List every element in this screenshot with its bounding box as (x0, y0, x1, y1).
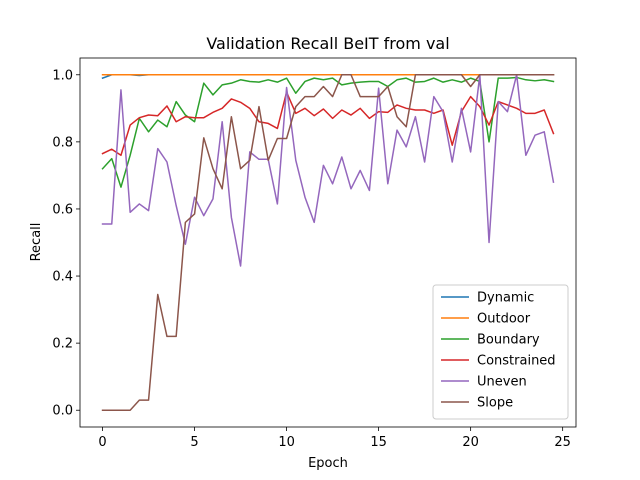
legend-label-slope: Slope (477, 396, 513, 411)
legend-label-dynamic: Dynamic (477, 291, 534, 306)
y-tick-label: 1.0 (52, 68, 73, 83)
x-tick-label: 0 (98, 435, 106, 450)
plot-frame (79, 57, 577, 428)
y-tick-label: 0.0 (52, 404, 73, 419)
legend-label-boundary: Boundary (477, 333, 540, 348)
y-tick-label: 0.2 (52, 337, 73, 352)
y-tick-label: 0.4 (52, 270, 73, 285)
series-line-boundary (101, 76, 555, 188)
x-tick-label: 25 (554, 435, 571, 450)
chart-title: Validation Recall BeIT from val (206, 34, 449, 53)
y-tick-label: 0.8 (52, 135, 73, 150)
x-axis-label: Epoch (308, 456, 348, 471)
legend-label-constrained: Constrained (477, 354, 556, 369)
x-tick-label: 20 (462, 435, 479, 450)
y-axis: 0.0 0.2 0.4 0.6 0.8 1.0 (52, 68, 80, 419)
x-tick-label: 10 (278, 435, 295, 450)
series-line-uneven (101, 74, 555, 267)
legend-label-uneven: Uneven (477, 375, 527, 390)
plot-area (101, 74, 555, 411)
x-tick-label: 5 (190, 435, 198, 450)
x-tick-label: 15 (370, 435, 387, 450)
y-axis-label: Recall (29, 223, 44, 262)
x-axis: 0 5 10 15 20 25 (98, 427, 571, 450)
legend: Dynamic Outdoor Boundary Constrained Uneven S… (432, 284, 569, 420)
y-tick-label: 0.6 (52, 202, 73, 217)
series-line-slope (101, 74, 555, 411)
series-line-constrained (101, 91, 555, 157)
legend-label-outdoor: Outdoor (477, 312, 531, 327)
